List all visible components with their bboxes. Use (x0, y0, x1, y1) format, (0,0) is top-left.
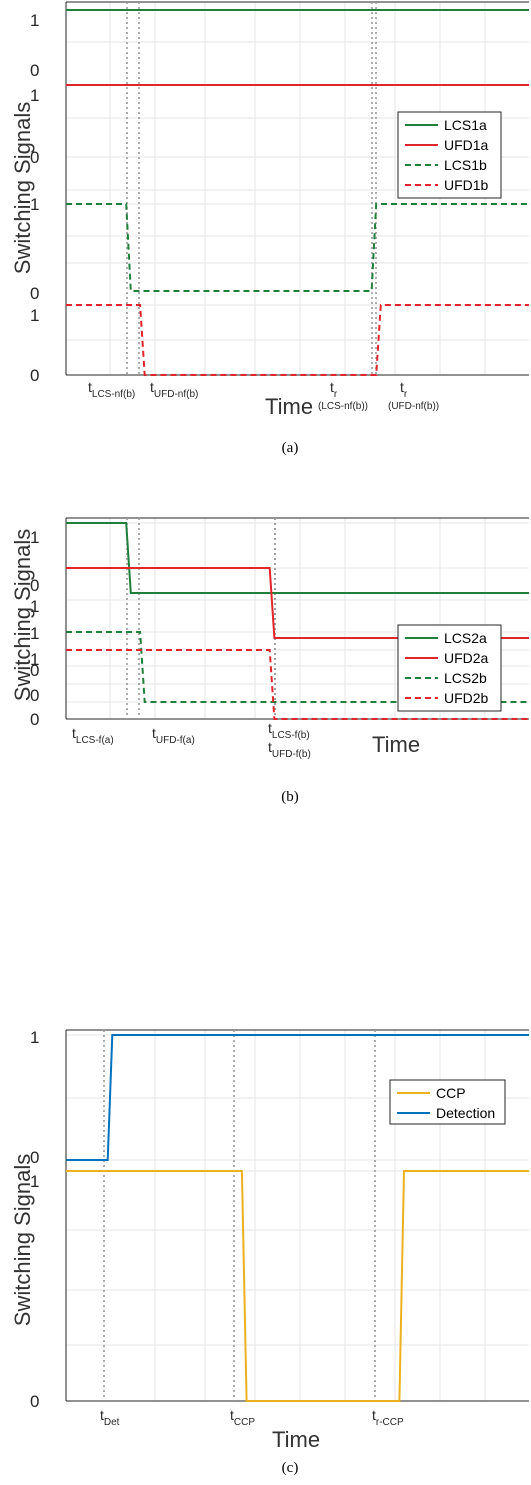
legend-entry: UFD2a (444, 650, 489, 666)
legend: LCS2a UFD2a LCS2b UFD2b (397, 624, 502, 712)
y-tick-label: 0 (30, 366, 39, 385)
series-line-UFD1b (66, 304, 529, 376)
y-tick-label: 1 (30, 1172, 39, 1191)
grid (66, 1030, 529, 1401)
y-axis-label: Switching Signals (10, 1154, 35, 1326)
legend-entry: LCS1a (444, 117, 487, 133)
legend-entry: LCS2b (444, 670, 487, 686)
x-axis-label: Time (272, 1427, 320, 1452)
event-marker-label: tLCS-f(a) (72, 725, 114, 746)
x-axis-label: Time (372, 732, 420, 757)
y-tick-label: 0 (30, 576, 39, 595)
legend-entry: UFD1a (444, 137, 489, 153)
series-line-LCS1b (66, 203, 529, 292)
legend-entry: LCS1b (444, 157, 487, 173)
y-tick-label: 0 (30, 710, 39, 729)
y-tick-label: 0 (30, 686, 39, 705)
y-tick-label: 0 (30, 661, 39, 680)
event-marker-label: tCCP (230, 1407, 255, 1428)
figure-caption: (b) (281, 789, 299, 805)
y-tick-label: 1 (30, 528, 39, 547)
event-marker-label: tr-CCP (372, 1407, 404, 1428)
y-tick-label: 1 (30, 86, 39, 105)
legend-entry: UFD2b (444, 690, 489, 706)
legend: CCP Detection (389, 1079, 506, 1125)
figure-caption: (a) (282, 440, 299, 456)
legend-entry: CCP (436, 1085, 466, 1101)
series-line-CCP (66, 1170, 529, 1402)
y-axis-label: Switching Signals (10, 529, 35, 701)
event-marker-label: tUFD-nf(b) (150, 379, 198, 400)
x-axis-label: Time (265, 394, 313, 419)
event-marker-label: tr (UFD-nf(b)) (388, 379, 439, 412)
legend: LCS1a UFD1a LCS1b UFD1b (397, 111, 502, 199)
legend-box (397, 111, 502, 199)
y-tick-label: 1 (30, 650, 39, 669)
y-tick-label: 1 (30, 11, 39, 30)
legend-box (389, 1079, 506, 1125)
event-marker-label: tDet (100, 1407, 120, 1428)
event-marker-label: tUFD-f(a) (152, 725, 195, 746)
series-line-UFD2b (66, 649, 529, 720)
y-tick-label: 0 (30, 148, 39, 167)
event-marker-label: tUFD-f(b) (268, 739, 311, 760)
legend-entry: LCS2a (444, 630, 487, 646)
y-tick-label: 1 (30, 1028, 39, 1047)
event-marker-label: tLCS-f(b) (268, 720, 310, 741)
y-tick-label: 1 (30, 597, 39, 616)
figure-caption: (c) (282, 1460, 299, 1476)
legend-entry: UFD1b (444, 177, 489, 193)
event-marker-label: tLCS-nf(b) (88, 379, 135, 400)
y-tick-label: 0 (30, 61, 39, 80)
y-tick-label: 0 (30, 1392, 39, 1411)
legend-box (397, 624, 502, 712)
y-tick-label: 1 (30, 306, 39, 325)
y-tick-label: 0 (30, 1148, 39, 1167)
series-line-Detection (66, 1034, 529, 1161)
series-line-LCS2a (66, 522, 529, 594)
y-tick-label: 1 (30, 195, 39, 214)
y-tick-label: 1 (30, 624, 39, 643)
event-marker-label: tr (LCS-nf(b)) (318, 379, 368, 412)
legend-entry: Detection (436, 1105, 495, 1121)
y-axis-label: Switching Signals (10, 102, 35, 274)
y-tick-label: 0 (30, 284, 39, 303)
